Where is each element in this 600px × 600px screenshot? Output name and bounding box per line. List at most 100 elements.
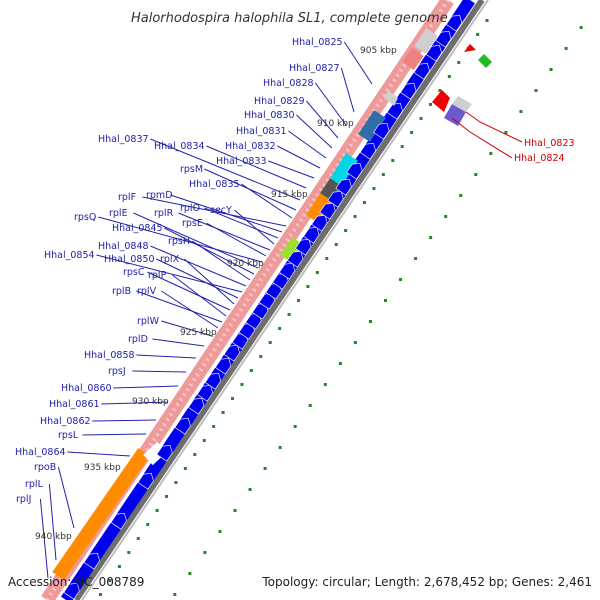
cds-forward-arrow[interactable] [373,120,392,140]
cds-forward-arrow[interactable] [187,395,206,415]
cds-forward-arrow[interactable] [311,212,330,232]
cds-forward-arrow[interactable] [327,188,346,208]
cds-forward-arrow[interactable] [335,176,354,196]
Hhal_0822-red-small[interactable] [464,44,476,52]
cds-forward-arrow[interactable] [83,550,102,570]
gene-label[interactable]: Hhal_0854 [44,250,95,261]
gene-label[interactable]: rplD [128,334,148,345]
gene-label[interactable]: rplE [109,208,128,219]
cds-forward-arrow[interactable] [303,224,322,244]
rpoC-gene-block[interactable] [143,441,167,466]
gene-label[interactable]: Hhal_0860 [61,383,112,394]
gene-label[interactable]: rpsM [180,164,203,175]
gene-label[interactable]: Hhal_0861 [49,399,100,410]
Hhal_0832-gene-block[interactable] [330,153,358,186]
gene-label[interactable]: rpsQ [74,212,96,223]
gene-label[interactable]: secY [210,205,232,216]
gene-label[interactable]: rpmD [146,190,173,201]
cds-forward-arrow[interactable] [204,370,223,390]
leader-line [98,216,263,263]
secY-gene-block[interactable] [280,237,304,263]
cds-forward-arrow[interactable] [386,100,405,120]
hhal-0823-0824-genes[interactable] [384,44,492,126]
gene-label[interactable]: rplV [137,286,157,297]
gc-dot [117,565,121,568]
gene-label[interactable]: Hhal_0825 [292,37,343,48]
cds-forward-arrow[interactable] [63,580,82,600]
leader-line [113,385,179,389]
gene-label[interactable]: Hhal_0864 [15,447,66,458]
Hhal_0824-grey-box[interactable] [452,96,472,112]
gene-label[interactable]: Hhal_0845 [112,223,163,234]
gene-label[interactable]: Hhal_0828 [263,78,314,89]
label-Hhal_0824[interactable]: Hhal_0824 [514,153,565,164]
gene-label[interactable]: rplP [148,270,167,281]
gene-label[interactable]: rplX [160,254,180,265]
cds-forward-arrow[interactable] [319,200,338,220]
rpoB-gene-block[interactable] [52,448,150,580]
cds-forward-arrow[interactable] [156,442,175,462]
Hhal_0826-grey-box[interactable] [384,90,398,106]
leader-line [314,82,347,126]
cds-forward-arrow[interactable] [278,260,297,280]
cds-forward-arrow[interactable] [400,80,419,100]
gene-label[interactable]: rpsJ [108,366,126,377]
gene-label[interactable]: Hhal_0848 [98,241,149,252]
cds-forward-arrow[interactable] [346,160,365,180]
cds-forward-arrow[interactable] [435,28,454,48]
gc-dot [315,271,319,274]
gene-label[interactable]: rpsC [123,267,145,278]
Hhal_0822-green-small[interactable] [478,54,492,68]
gene-label[interactable]: Hhal_0837 [98,134,149,145]
gene-label[interactable]: rplR [154,208,174,219]
label-Hhal_0823[interactable]: Hhal_0823 [524,138,575,149]
gene-label[interactable]: Hhal_0830 [244,110,295,121]
cds-forward-arrow[interactable] [214,355,233,375]
Hhal_0823-red-arrow[interactable] [432,90,450,112]
gene-label[interactable]: rplL [25,479,44,490]
Hhal_0824-purple-box[interactable] [444,104,466,126]
gene-label[interactable]: Hhal_0834 [154,141,205,152]
gene-label[interactable]: rpoB [34,462,56,473]
gene-label[interactable]: Hhal_0827 [289,63,340,74]
kbp-910: 910 kbp [317,119,354,129]
gene-label[interactable]: Hhal_0831 [236,126,287,137]
gene-label[interactable]: rplW [137,316,160,327]
cds-forward-arrow[interactable] [174,415,193,435]
gene-label[interactable]: Hhal_0862 [40,416,91,427]
cds-forward-arrow[interactable] [223,342,242,362]
cds-forward-arrow[interactable] [425,42,444,62]
cds-forward-arrow[interactable] [286,248,305,268]
gc-dot [419,117,423,120]
cds-forward-arrow[interactable] [196,382,215,402]
cds-forward-arrow[interactable] [295,236,313,256]
Hhal_0833-gene-block[interactable] [320,178,342,201]
gc-dot [400,145,404,148]
gene-label[interactable]: Hhal_0858 [84,350,135,361]
gene-label[interactable]: Hhal_0850 [104,254,155,265]
Hhal_0825-gene-block[interactable] [402,47,424,71]
gene-label[interactable]: Hhal_0829 [254,96,305,107]
leader-line [67,451,131,457]
gene-label[interactable]: rplO [180,203,200,214]
gene-label[interactable]: Hhal_0835 [189,179,240,190]
gene-label[interactable]: rplJ [16,494,31,505]
gene-label[interactable]: Hhal_0832 [225,141,276,152]
gene-label[interactable]: rpsE [182,218,203,229]
cds-forward-arrow[interactable] [445,12,464,32]
Hhal_0835-gene-block[interactable] [306,193,332,223]
cds-forward-arrow[interactable] [359,140,378,160]
gene-label[interactable]: rpsH [168,236,190,247]
cds-forward-arrow[interactable] [413,60,432,80]
gc-dot [231,397,235,400]
cds-forward-arrow[interactable] [137,470,156,490]
gene-label[interactable]: Hhal_0833 [216,156,267,167]
gene-label[interactable]: rplF [118,192,136,203]
gene-label[interactable]: rplB [112,286,131,297]
gene-label[interactable]: rpsL [58,430,79,441]
highlight-leader-lines [451,111,523,159]
cds-forward-arrow[interactable] [110,510,129,530]
Hhal_0829-gene-block[interactable] [358,110,386,142]
Hhal_0825-grey-block[interactable] [414,28,438,54]
kbp-930: 930 kbp [132,397,169,407]
